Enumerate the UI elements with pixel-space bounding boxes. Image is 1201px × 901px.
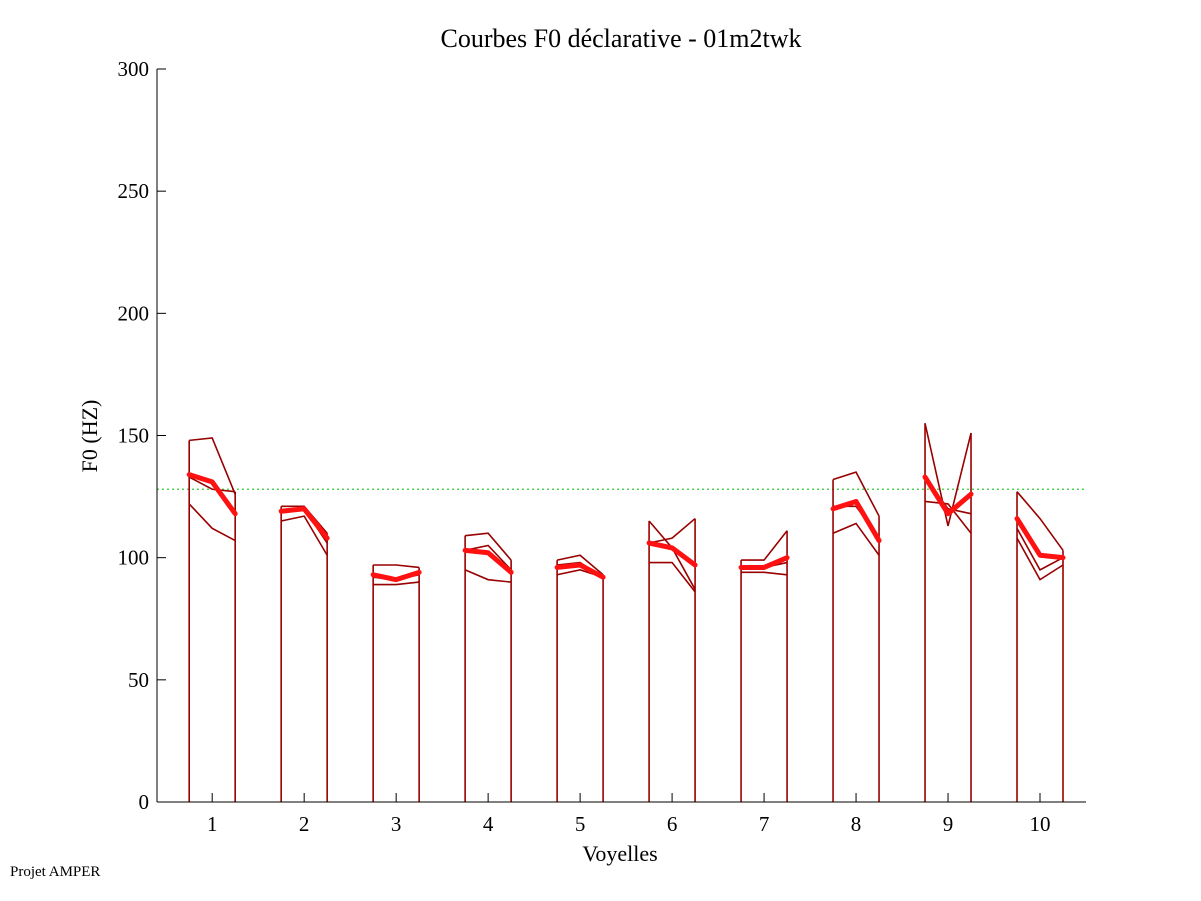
vowel-2-mean-curve (278, 506, 330, 541)
vowel-6-curve-3 (649, 561, 696, 593)
vowel-9-curve-3 (924, 500, 972, 534)
y-tick-label-300: 300 (118, 57, 150, 81)
vowel-9-curve-1 (924, 423, 972, 527)
vowel-8-curve-3 (832, 522, 880, 556)
x-tick-label-1: 1 (207, 812, 218, 836)
vowel-1-curve-2 (188, 476, 236, 493)
vowel-3-curve-1 (373, 564, 420, 569)
y-axis-label: F0 (HZ) (77, 400, 102, 473)
x-axis-label: Voyelles (582, 841, 657, 866)
vowel-10-curve-1 (1016, 491, 1064, 551)
vowel-3-curve-3 (373, 581, 420, 586)
vowel-8-curve-1 (832, 471, 880, 517)
x-tick-label-3: 3 (391, 812, 402, 836)
x-tick-label-4: 4 (483, 812, 494, 836)
y-tick-label-100: 100 (118, 546, 150, 570)
y-tick-label-200: 200 (118, 301, 150, 325)
vowel-6-curve-2 (648, 517, 696, 544)
vowel-8-mean-curve (830, 498, 882, 544)
vowel-7-mean-curve (738, 555, 790, 570)
vowel-10-mean-curve (1014, 516, 1066, 561)
vowel-9-curve-2 (924, 476, 972, 515)
x-tick-label-8: 8 (851, 812, 862, 836)
vowel-3-mean-curve (370, 569, 422, 583)
chart-title: Courbes F0 déclarative - 01m2twk (440, 24, 801, 53)
vowel-4-mean-curve (462, 547, 514, 575)
x-tick-label-5: 5 (575, 812, 586, 836)
vowel-1-mean-curve (186, 472, 238, 517)
vowel-1-curve-1 (189, 437, 236, 495)
x-tick-label-10: 10 (1030, 812, 1051, 836)
y-tick-label-0: 0 (139, 790, 150, 814)
vowel-6-curve-1 (648, 520, 696, 590)
y-tick-label-50: 50 (128, 668, 149, 692)
vowel-9-mean-curve (922, 474, 974, 517)
axes: 0 50 100 150 200 250 300 1 2 3 4 5 6 7 8 9 10 (118, 57, 1086, 836)
y-tick-label-150: 150 (118, 424, 150, 448)
vowel-10-curve-3 (1016, 537, 1064, 581)
x-tick-label-6: 6 (667, 812, 678, 836)
x-tick-label-2: 2 (299, 812, 310, 836)
vowel-7-curve-3 (741, 571, 788, 576)
vowel-4-curve-3 (464, 569, 512, 583)
y-tick-label-250: 250 (118, 179, 150, 203)
x-tick-label-9: 9 (943, 812, 954, 836)
vowel-5-curve-1 (556, 554, 604, 576)
plot-area (157, 423, 1086, 802)
x-tick-label-7: 7 (759, 812, 770, 836)
vowel-10-curve-2 (1016, 527, 1064, 571)
vowel-4-curve-1 (465, 532, 512, 561)
vowel-7-curve-1 (741, 530, 788, 561)
vowel-2-curve-3 (281, 515, 328, 556)
vowel-1-curve-3 (188, 503, 236, 542)
vowel-5-mean-curve (554, 562, 606, 580)
vowel-6-mean-curve (646, 540, 698, 568)
footer-credit: Projet AMPER (10, 864, 101, 880)
